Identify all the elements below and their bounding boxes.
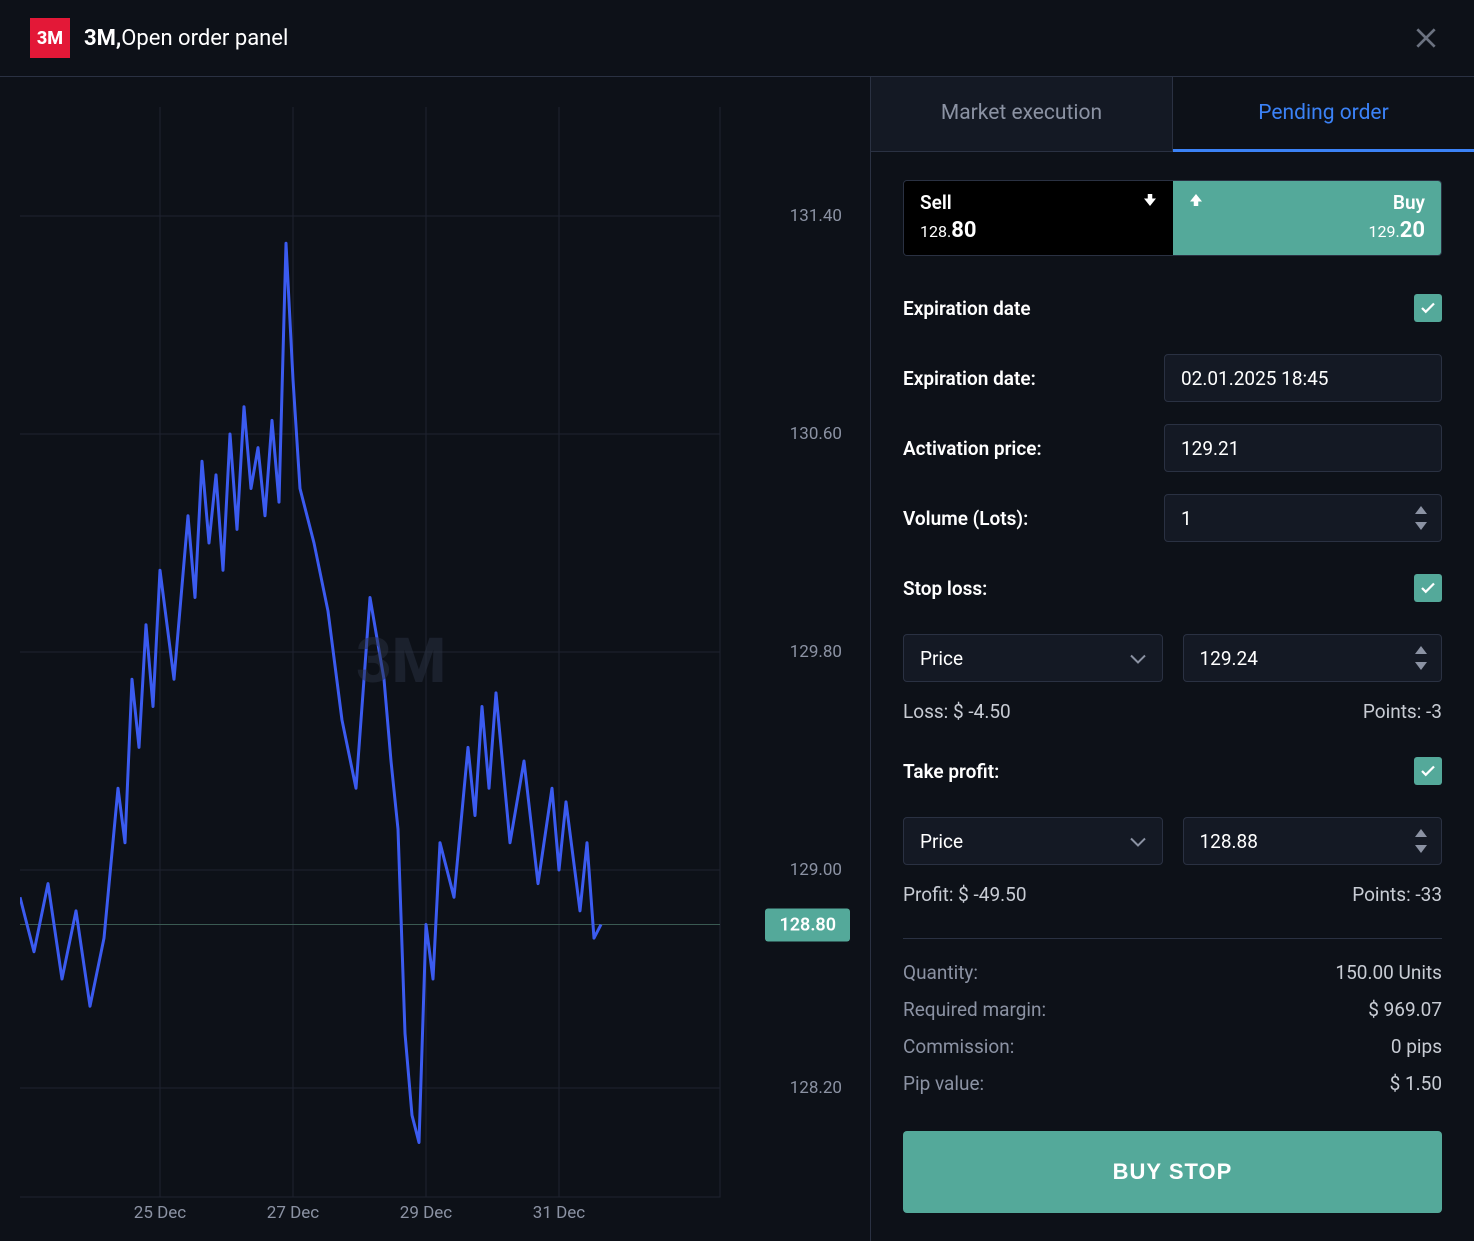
- profit-value: Profit: $ -49.50: [903, 883, 1027, 906]
- take-profit-label: Take profit:: [903, 760, 999, 783]
- current-price-tag: 128.80: [765, 908, 850, 941]
- margin-label: Required margin:: [903, 998, 1046, 1021]
- arrow-up-icon: [1187, 191, 1205, 209]
- commission-label: Commission:: [903, 1035, 1014, 1058]
- check-icon: [1419, 579, 1437, 597]
- order-type-tabs: Market execution Pending order: [871, 77, 1474, 152]
- stop-loss-label: Stop loss:: [903, 577, 987, 600]
- volume-label: Volume (Lots):: [903, 507, 1028, 530]
- take-profit-stepper: [1411, 818, 1431, 864]
- buy-price: 129.20: [1189, 218, 1426, 243]
- stop-loss-toggle[interactable]: [1414, 574, 1442, 602]
- sell-label: Sell: [920, 191, 1157, 214]
- loss-points: Points: -3: [1363, 700, 1442, 723]
- panel-header: 3M 3M,Open order panel: [0, 0, 1474, 77]
- sell-button[interactable]: Sell 128.80: [904, 181, 1173, 255]
- loss-value: Loss: $ -4.50: [903, 700, 1011, 723]
- chevron-down-icon: [1130, 830, 1146, 853]
- order-form-panel: Market execution Pending order Sell 128.…: [870, 77, 1474, 1241]
- submit-order-button[interactable]: BUY STOP: [903, 1131, 1442, 1213]
- pip-value: $ 1.50: [1390, 1072, 1442, 1095]
- symbol-logo: 3M: [30, 18, 70, 58]
- expiration-date-input[interactable]: 02.01.2025 18:45: [1164, 354, 1442, 402]
- volume-input[interactable]: 1: [1164, 494, 1442, 542]
- chevron-down-icon: [1130, 647, 1146, 670]
- stop-loss-step-down[interactable]: [1411, 660, 1431, 672]
- chart-area: 131.40130.60129.80129.00128.2025 Dec27 D…: [0, 77, 870, 1241]
- take-profit-step-down[interactable]: [1411, 843, 1431, 855]
- expiration-header-label: Expiration date: [903, 297, 1031, 320]
- activation-price-label: Activation price:: [903, 437, 1042, 460]
- volume-step-down[interactable]: [1411, 520, 1431, 532]
- take-profit-mode-select[interactable]: Price: [903, 817, 1163, 865]
- price-chart[interactable]: 131.40130.60129.80129.00128.2025 Dec27 D…: [20, 87, 850, 1227]
- close-icon: [1413, 25, 1439, 51]
- volume-stepper: [1411, 495, 1431, 541]
- expiration-date-label: Expiration date:: [903, 367, 1036, 390]
- stop-loss-mode-select[interactable]: Price: [903, 634, 1163, 682]
- sell-price: 128.80: [920, 218, 1157, 243]
- take-profit-toggle[interactable]: [1414, 757, 1442, 785]
- panel-title: 3M,Open order panel: [84, 26, 288, 51]
- profit-points: Points: -33: [1352, 883, 1442, 906]
- quantity-label: Quantity:: [903, 961, 978, 984]
- pip-label: Pip value:: [903, 1072, 984, 1095]
- take-profit-step-up[interactable]: [1411, 827, 1431, 839]
- buy-button[interactable]: Buy 129.20: [1173, 181, 1442, 255]
- panel-subtitle: Open order panel: [121, 26, 288, 51]
- expiration-toggle[interactable]: [1414, 294, 1442, 322]
- activation-price-input[interactable]: 129.21: [1164, 424, 1442, 472]
- divider: [903, 938, 1442, 939]
- chart-watermark: 3M: [356, 625, 446, 698]
- symbol-name: 3M,: [84, 26, 121, 51]
- take-profit-price-input[interactable]: 128.88: [1183, 817, 1443, 865]
- close-button[interactable]: [1408, 20, 1444, 56]
- check-icon: [1419, 762, 1437, 780]
- check-icon: [1419, 299, 1437, 317]
- stop-loss-stepper: [1411, 635, 1431, 681]
- stop-loss-step-up[interactable]: [1411, 644, 1431, 656]
- stop-loss-price-input[interactable]: 129.24: [1183, 634, 1443, 682]
- volume-step-up[interactable]: [1411, 504, 1431, 516]
- tab-pending-order[interactable]: Pending order: [1173, 77, 1474, 152]
- quantity-value: 150.00 Units: [1335, 961, 1442, 984]
- commission-value: 0 pips: [1391, 1035, 1442, 1058]
- sell-buy-toggle: Sell 128.80 Buy 129.20: [903, 180, 1442, 256]
- arrow-down-icon: [1141, 191, 1159, 209]
- tab-market-execution[interactable]: Market execution: [871, 77, 1173, 152]
- buy-label: Buy: [1189, 191, 1426, 214]
- margin-value: $ 969.07: [1368, 998, 1442, 1021]
